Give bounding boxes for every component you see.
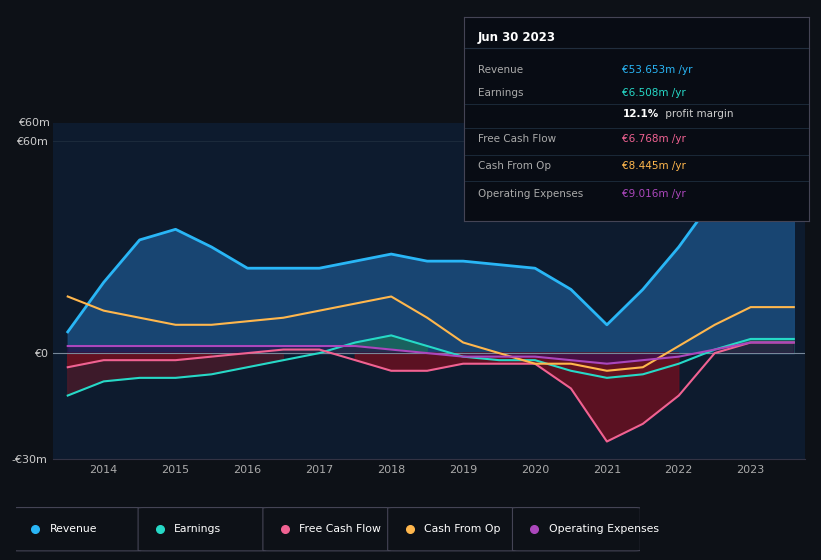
FancyBboxPatch shape xyxy=(388,507,516,551)
FancyBboxPatch shape xyxy=(138,507,266,551)
Text: €53.653m /yr: €53.653m /yr xyxy=(622,65,693,75)
FancyBboxPatch shape xyxy=(263,507,391,551)
Text: Earnings: Earnings xyxy=(174,524,222,534)
Text: Earnings: Earnings xyxy=(478,88,523,99)
FancyBboxPatch shape xyxy=(13,507,141,551)
FancyBboxPatch shape xyxy=(512,507,640,551)
Text: profit margin: profit margin xyxy=(662,109,734,119)
Text: €9.016m /yr: €9.016m /yr xyxy=(622,189,686,199)
Text: Free Cash Flow: Free Cash Flow xyxy=(478,134,556,144)
Text: Revenue: Revenue xyxy=(49,524,97,534)
Text: €6.768m /yr: €6.768m /yr xyxy=(622,134,686,144)
Text: 12.1%: 12.1% xyxy=(622,109,658,119)
Text: Free Cash Flow: Free Cash Flow xyxy=(299,524,381,534)
Text: Operating Expenses: Operating Expenses xyxy=(478,189,583,199)
Text: Cash From Op: Cash From Op xyxy=(478,161,551,171)
Text: Jun 30 2023: Jun 30 2023 xyxy=(478,31,556,44)
Text: €6.508m /yr: €6.508m /yr xyxy=(622,88,686,99)
Text: Revenue: Revenue xyxy=(478,65,523,75)
Text: €60m: €60m xyxy=(18,118,50,128)
Text: Operating Expenses: Operating Expenses xyxy=(548,524,658,534)
Text: Cash From Op: Cash From Op xyxy=(424,524,500,534)
Text: €8.445m /yr: €8.445m /yr xyxy=(622,161,686,171)
